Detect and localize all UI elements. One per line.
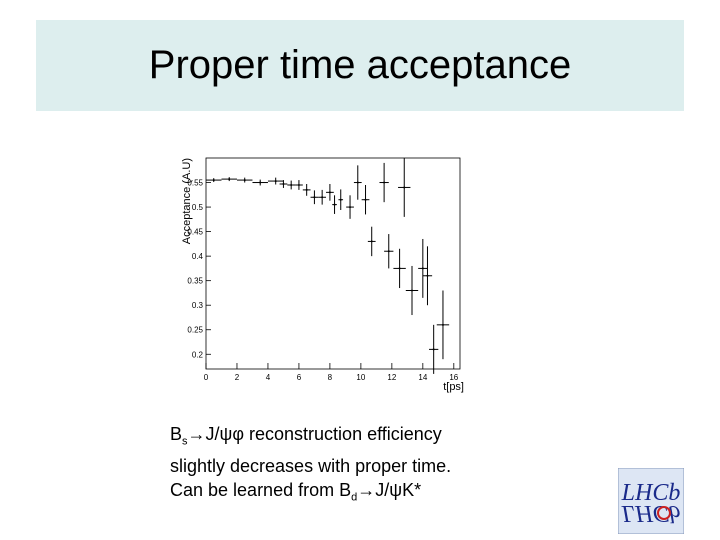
data-point [441, 323, 444, 326]
data-point [243, 179, 246, 182]
data-point [259, 181, 262, 184]
subscript: d [351, 491, 358, 504]
y-tick-label: 0.3 [192, 301, 204, 310]
data-point [356, 181, 359, 184]
text: Can be learned from B [170, 479, 352, 500]
data-point [282, 183, 285, 186]
description: Bs→J/ψφ reconstruction efficiency slight… [170, 422, 451, 509]
y-tick-label: 0.4 [192, 252, 204, 261]
y-tick-label: 0.55 [187, 179, 203, 188]
slide-title: Proper time acceptance [148, 43, 572, 87]
data-point [410, 289, 413, 292]
data-point [387, 250, 390, 253]
data-point [383, 181, 386, 184]
x-tick-label: 14 [418, 373, 427, 382]
x-tick-label: 16 [449, 373, 458, 382]
x-tick-label: 0 [204, 373, 209, 382]
logo-text: LHCb [621, 480, 681, 506]
data-point [290, 183, 293, 186]
x-tick-label: 8 [328, 373, 333, 382]
data-point [313, 196, 316, 199]
x-tick-label: 6 [297, 373, 302, 382]
data-point [228, 178, 231, 181]
title-box: Proper time acceptance [36, 20, 684, 111]
y-tick-label: 0.45 [187, 228, 203, 237]
data-point [274, 180, 277, 183]
data-point [339, 198, 342, 201]
data-point [305, 188, 308, 191]
x-tick-label: 2 [235, 373, 240, 382]
x-tick-label: 12 [387, 373, 396, 382]
data-point [403, 186, 406, 189]
description-line: Can be learned from Bd→J/ψK* [170, 478, 451, 510]
y-tick-label: 0.5 [192, 203, 204, 212]
data-point [370, 240, 373, 243]
logo-frame [618, 468, 684, 534]
y-axis-label: Acceptance (A.U) [181, 158, 193, 244]
data-point [349, 206, 352, 209]
data-point [364, 198, 367, 201]
data-point [398, 267, 401, 270]
y-tick-label: 0.2 [192, 350, 204, 359]
x-axis-label: t[ps] [443, 381, 464, 393]
y-tick-label: 0.35 [187, 277, 203, 286]
text: B [170, 424, 183, 444]
data-point [328, 191, 331, 194]
description-line: Bs→J/ψφ reconstruction efficiency [170, 422, 451, 454]
text: →J/ψφ reconstruction efficiency [187, 424, 442, 444]
y-tick-label: 0.25 [187, 326, 203, 335]
data-point [212, 179, 215, 182]
x-tick-label: 4 [266, 373, 271, 382]
plot-frame [205, 157, 461, 370]
data-point [333, 203, 336, 206]
logo-reflection: LHCb [621, 500, 681, 526]
text: →J/ψK* [357, 479, 422, 500]
data-point [321, 196, 324, 199]
text: slightly decreases with proper time. [170, 455, 452, 476]
data-point [432, 348, 435, 351]
logo-mark [657, 506, 671, 520]
subscript: s [182, 435, 188, 448]
description-line: slightly decreases with proper time. [170, 454, 451, 478]
data-point [426, 274, 429, 277]
logo: LHCb LHCb [618, 468, 684, 534]
data-point [297, 183, 300, 186]
data-point [421, 267, 424, 270]
x-tick-label: 10 [356, 373, 365, 382]
